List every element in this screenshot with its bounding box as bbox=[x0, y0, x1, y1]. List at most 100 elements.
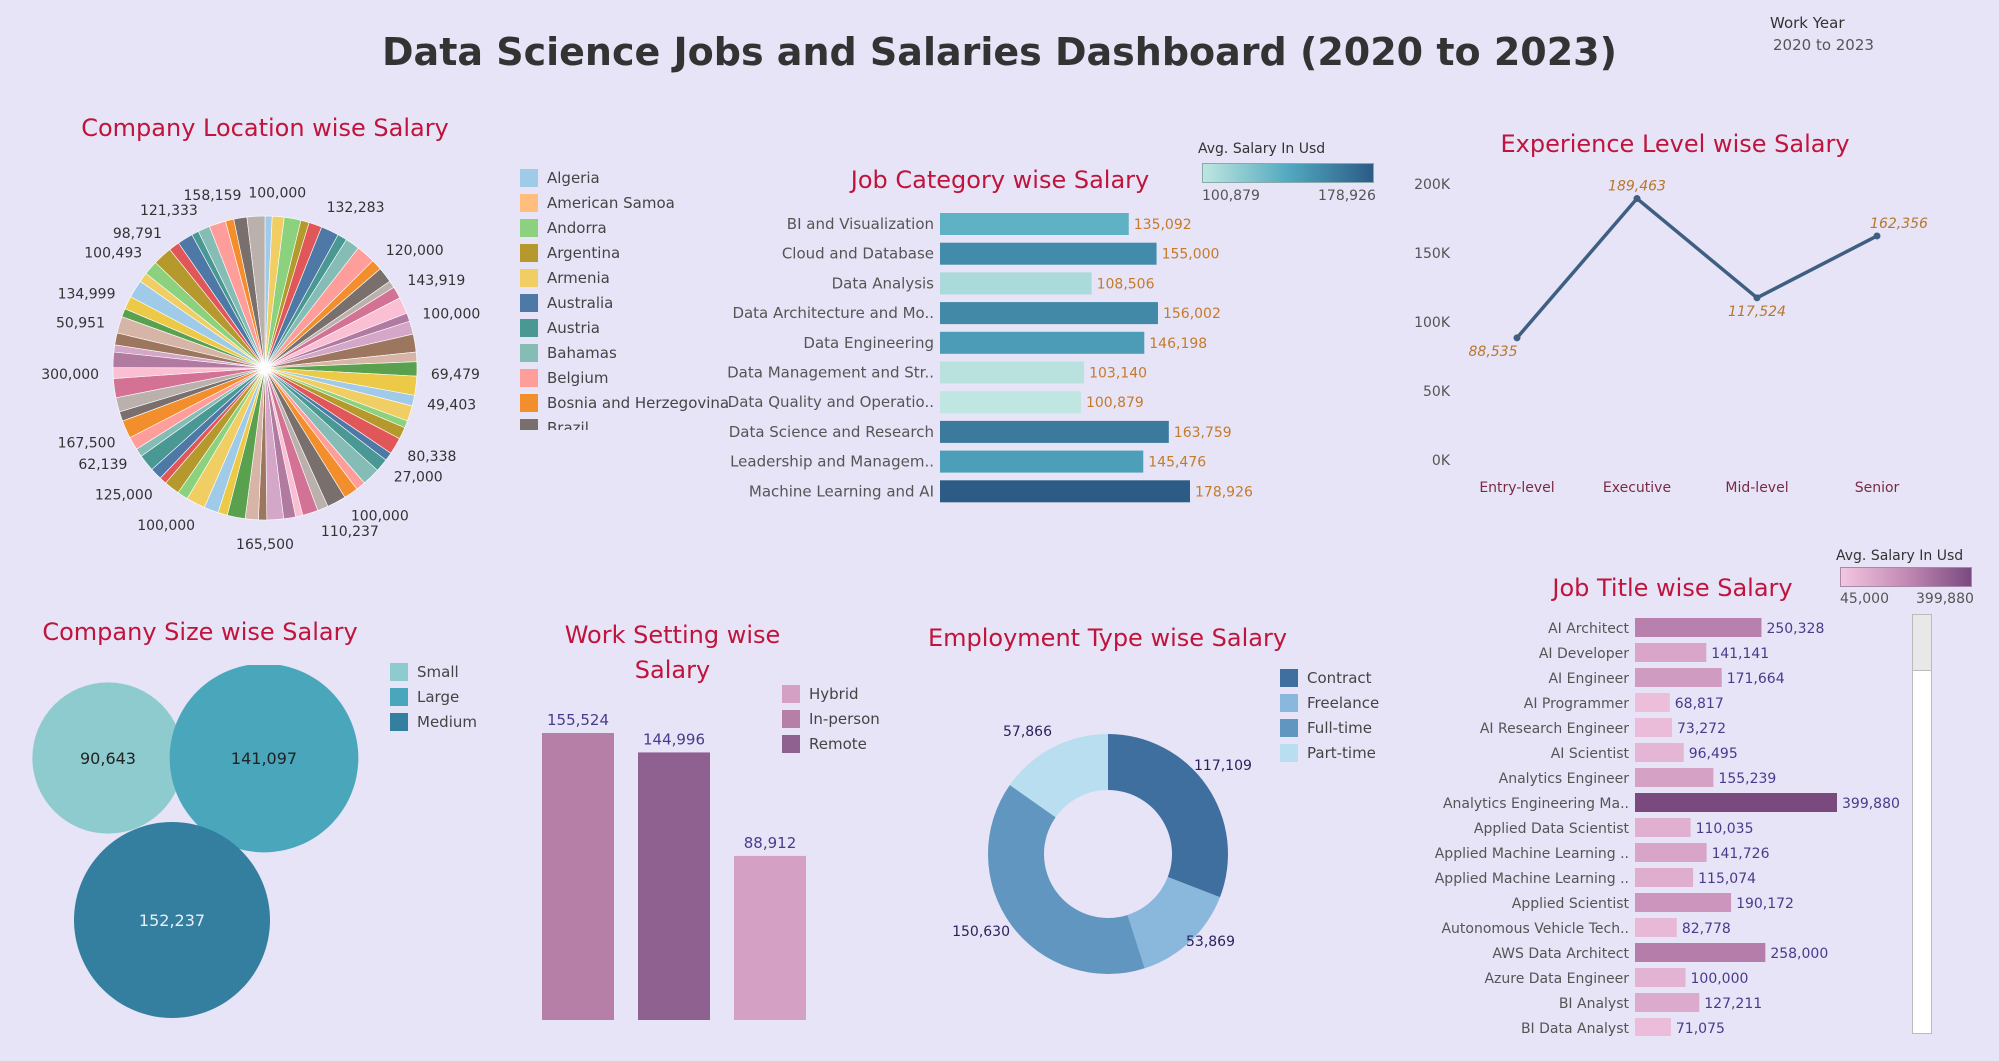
experience-point[interactable] bbox=[1633, 195, 1641, 203]
job-category-value-label: 146,198 bbox=[1149, 336, 1207, 352]
location-legend-item[interactable]: Australia bbox=[520, 293, 613, 313]
job-title-bar[interactable] bbox=[1635, 993, 1700, 1012]
work-setting-legend-item[interactable]: Hybrid bbox=[782, 684, 859, 704]
location-legend-item[interactable]: American Samoa bbox=[520, 193, 675, 213]
employment-legend-item[interactable]: Full-time bbox=[1280, 718, 1372, 738]
work-setting-chart-title: Work Setting wise Salary bbox=[530, 618, 815, 688]
employment-donut-chart[interactable]: 117,109 53,869 150,630 57,866 bbox=[940, 700, 1280, 1000]
job-title-bar[interactable] bbox=[1635, 743, 1684, 762]
experience-point[interactable] bbox=[1873, 232, 1881, 240]
job-title-bar[interactable] bbox=[1635, 793, 1837, 812]
employment-donut-slice[interactable] bbox=[988, 784, 1145, 974]
company-size-value-label: 141,097 bbox=[231, 749, 297, 768]
job-category-value-label: 155,000 bbox=[1162, 247, 1220, 263]
job-category-bar[interactable] bbox=[940, 361, 1085, 384]
location-legend-label: Australia bbox=[547, 294, 614, 312]
location-legend-swatch bbox=[520, 169, 538, 187]
experience-point[interactable] bbox=[1753, 294, 1761, 302]
job-category-bar-chart[interactable]: BI and Visualization 135,092 Cloud and Dat… bbox=[700, 205, 1260, 515]
employment-legend-item[interactable]: Freelance bbox=[1280, 693, 1379, 713]
location-legend-item[interactable]: Brazil bbox=[520, 418, 589, 430]
location-legend-item[interactable]: Armenia bbox=[520, 268, 610, 288]
employment-donut-slice[interactable] bbox=[1009, 734, 1108, 818]
job-title-scale-max: 399,880 bbox=[1916, 591, 1974, 607]
employment-legend-label: Contract bbox=[1307, 669, 1372, 687]
work-year-filter-value[interactable]: 2020 to 2023 bbox=[1773, 36, 1874, 54]
company-size-legend-item[interactable]: Large bbox=[390, 687, 459, 707]
job-title-bar[interactable] bbox=[1635, 868, 1694, 887]
job-title-bar[interactable] bbox=[1635, 1018, 1671, 1036]
location-legend-swatch bbox=[520, 319, 538, 337]
job-title-bar[interactable] bbox=[1635, 843, 1707, 862]
experience-line-chart[interactable]: 0K 50K 100K 150K 200K 88,535 Entry-level 189,4… bbox=[1390, 170, 1990, 510]
company-size-bubble[interactable] bbox=[32, 682, 184, 834]
job-title-bar[interactable] bbox=[1635, 693, 1670, 712]
job-category-bar[interactable] bbox=[940, 391, 1081, 414]
company-size-bubble-chart[interactable]: 90,643 141,097 152,237 bbox=[20, 665, 400, 1025]
job-title-bar[interactable] bbox=[1635, 818, 1691, 837]
location-pie-value-label: 158,159 bbox=[184, 188, 242, 204]
work-setting-legend[interactable]: Hybrid In-person Remote bbox=[782, 684, 902, 760]
job-category-bar[interactable] bbox=[940, 272, 1092, 295]
location-pie-value-label: 165,500 bbox=[236, 537, 294, 553]
company-size-legend-item[interactable]: Medium bbox=[390, 712, 477, 732]
job-title-bar[interactable] bbox=[1635, 943, 1766, 962]
job-title-value-label: 100,000 bbox=[1691, 971, 1749, 987]
job-title-bar[interactable] bbox=[1635, 618, 1762, 637]
job-title-bar[interactable] bbox=[1635, 643, 1707, 662]
experience-x-tick: Mid-level bbox=[1725, 480, 1788, 496]
location-legend-item[interactable]: Bosnia and Herzegovina bbox=[520, 393, 729, 413]
job-category-bar[interactable] bbox=[940, 450, 1144, 473]
work-setting-bar[interactable] bbox=[638, 752, 710, 1020]
company-size-bubble[interactable] bbox=[169, 665, 359, 853]
company-size-bubble[interactable] bbox=[74, 822, 270, 1018]
job-category-bar[interactable] bbox=[940, 302, 1158, 325]
job-title-scrollbar[interactable] bbox=[1912, 614, 1932, 1034]
employment-donut-slice[interactable] bbox=[1108, 734, 1228, 898]
job-title-value-label: 141,726 bbox=[1712, 846, 1770, 862]
location-legend-swatch bbox=[520, 244, 538, 262]
work-setting-legend-item[interactable]: In-person bbox=[782, 709, 880, 729]
job-title-scrollbar-thumb[interactable] bbox=[1913, 615, 1931, 671]
work-setting-bar-chart[interactable]: 155,524 144,996 88,912 bbox=[530, 700, 830, 1030]
employment-legend[interactable]: Contract Freelance Full-time Part-time bbox=[1280, 668, 1400, 768]
work-setting-bar[interactable] bbox=[542, 733, 614, 1020]
job-category-bar[interactable] bbox=[940, 331, 1145, 354]
location-legend-label: Brazil bbox=[547, 419, 589, 430]
job-title-bar-chart[interactable]: AI Architect 250,328 AI Developer 141,141 AI… bbox=[1400, 612, 1920, 1036]
experience-line[interactable] bbox=[1515, 196, 1878, 339]
location-legend-item[interactable]: Algeria bbox=[520, 168, 600, 188]
job-title-scale-title: Avg. Salary In Usd bbox=[1836, 548, 1964, 564]
job-title-scale-min: 45,000 bbox=[1840, 591, 1889, 607]
work-setting-bar[interactable] bbox=[734, 855, 806, 1020]
employment-legend-item[interactable]: Part-time bbox=[1280, 743, 1376, 763]
job-category-bar[interactable] bbox=[940, 480, 1190, 503]
job-title-bar[interactable] bbox=[1635, 768, 1714, 787]
job-title-bar[interactable] bbox=[1635, 893, 1732, 912]
location-legend-item[interactable]: Belgium bbox=[520, 368, 609, 388]
experience-point[interactable] bbox=[1513, 334, 1521, 342]
experience-y-tick: 200K bbox=[1414, 177, 1451, 193]
work-setting-legend-item[interactable]: Remote bbox=[782, 734, 867, 754]
job-title-bar[interactable] bbox=[1635, 718, 1673, 737]
location-legend-item[interactable]: Andorra bbox=[520, 218, 607, 238]
location-legend-item[interactable]: Bahamas bbox=[520, 343, 617, 363]
job-category-bar[interactable] bbox=[940, 213, 1129, 235]
job-title-bar[interactable] bbox=[1635, 968, 1686, 987]
job-category-bar[interactable] bbox=[940, 242, 1157, 265]
job-title-bar[interactable] bbox=[1635, 918, 1677, 937]
company-size-legend-item[interactable]: Small bbox=[390, 662, 459, 682]
job-title-axis-label: Applied Data Scientist bbox=[1474, 821, 1630, 837]
employment-donut-slice[interactable] bbox=[1127, 877, 1220, 969]
location-pie-slice[interactable] bbox=[246, 215, 266, 369]
job-title-axis-label: AI Research Engineer bbox=[1480, 721, 1629, 737]
location-legend-item[interactable]: Austria bbox=[520, 318, 600, 338]
company-size-legend[interactable]: Small Large Medium bbox=[390, 662, 500, 738]
employment-legend-item[interactable]: Contract bbox=[1280, 668, 1372, 688]
location-pie-chart[interactable]: 100,000 132,283 120,000 143,919 100,000 69,47… bbox=[40, 160, 510, 560]
location-legend[interactable]: Algeria American Samoa Andorra Argentina Arm… bbox=[520, 168, 730, 430]
work-setting-legend-label: In-person bbox=[809, 710, 880, 728]
job-title-bar[interactable] bbox=[1635, 668, 1722, 687]
job-category-bar[interactable] bbox=[940, 420, 1169, 443]
location-legend-item[interactable]: Argentina bbox=[520, 243, 620, 263]
